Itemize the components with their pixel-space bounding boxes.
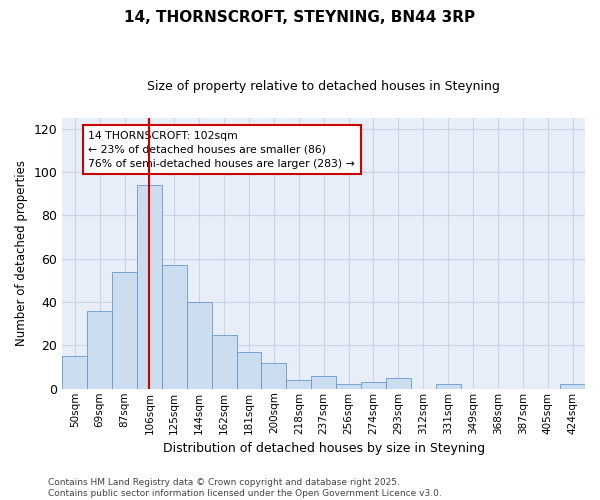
Bar	[286, 380, 311, 389]
Bar	[187, 302, 212, 389]
Bar	[212, 334, 236, 389]
Bar	[162, 265, 187, 389]
Bar	[436, 384, 461, 389]
X-axis label: Distribution of detached houses by size in Steyning: Distribution of detached houses by size …	[163, 442, 485, 455]
Bar	[336, 384, 361, 389]
Bar	[262, 362, 286, 389]
Bar	[560, 384, 585, 389]
Bar	[386, 378, 411, 389]
Bar	[236, 352, 262, 389]
Bar	[361, 382, 386, 389]
Text: 14, THORNSCROFT, STEYNING, BN44 3RP: 14, THORNSCROFT, STEYNING, BN44 3RP	[124, 10, 476, 25]
Text: Contains HM Land Registry data © Crown copyright and database right 2025.
Contai: Contains HM Land Registry data © Crown c…	[48, 478, 442, 498]
Bar	[87, 310, 112, 389]
Text: 14 THORNSCROFT: 102sqm
← 23% of detached houses are smaller (86)
76% of semi-det: 14 THORNSCROFT: 102sqm ← 23% of detached…	[88, 131, 355, 169]
Title: Size of property relative to detached houses in Steyning: Size of property relative to detached ho…	[147, 80, 500, 93]
Bar	[62, 356, 87, 389]
Bar	[112, 272, 137, 389]
Y-axis label: Number of detached properties: Number of detached properties	[15, 160, 28, 346]
Bar	[311, 376, 336, 389]
Bar	[137, 185, 162, 389]
